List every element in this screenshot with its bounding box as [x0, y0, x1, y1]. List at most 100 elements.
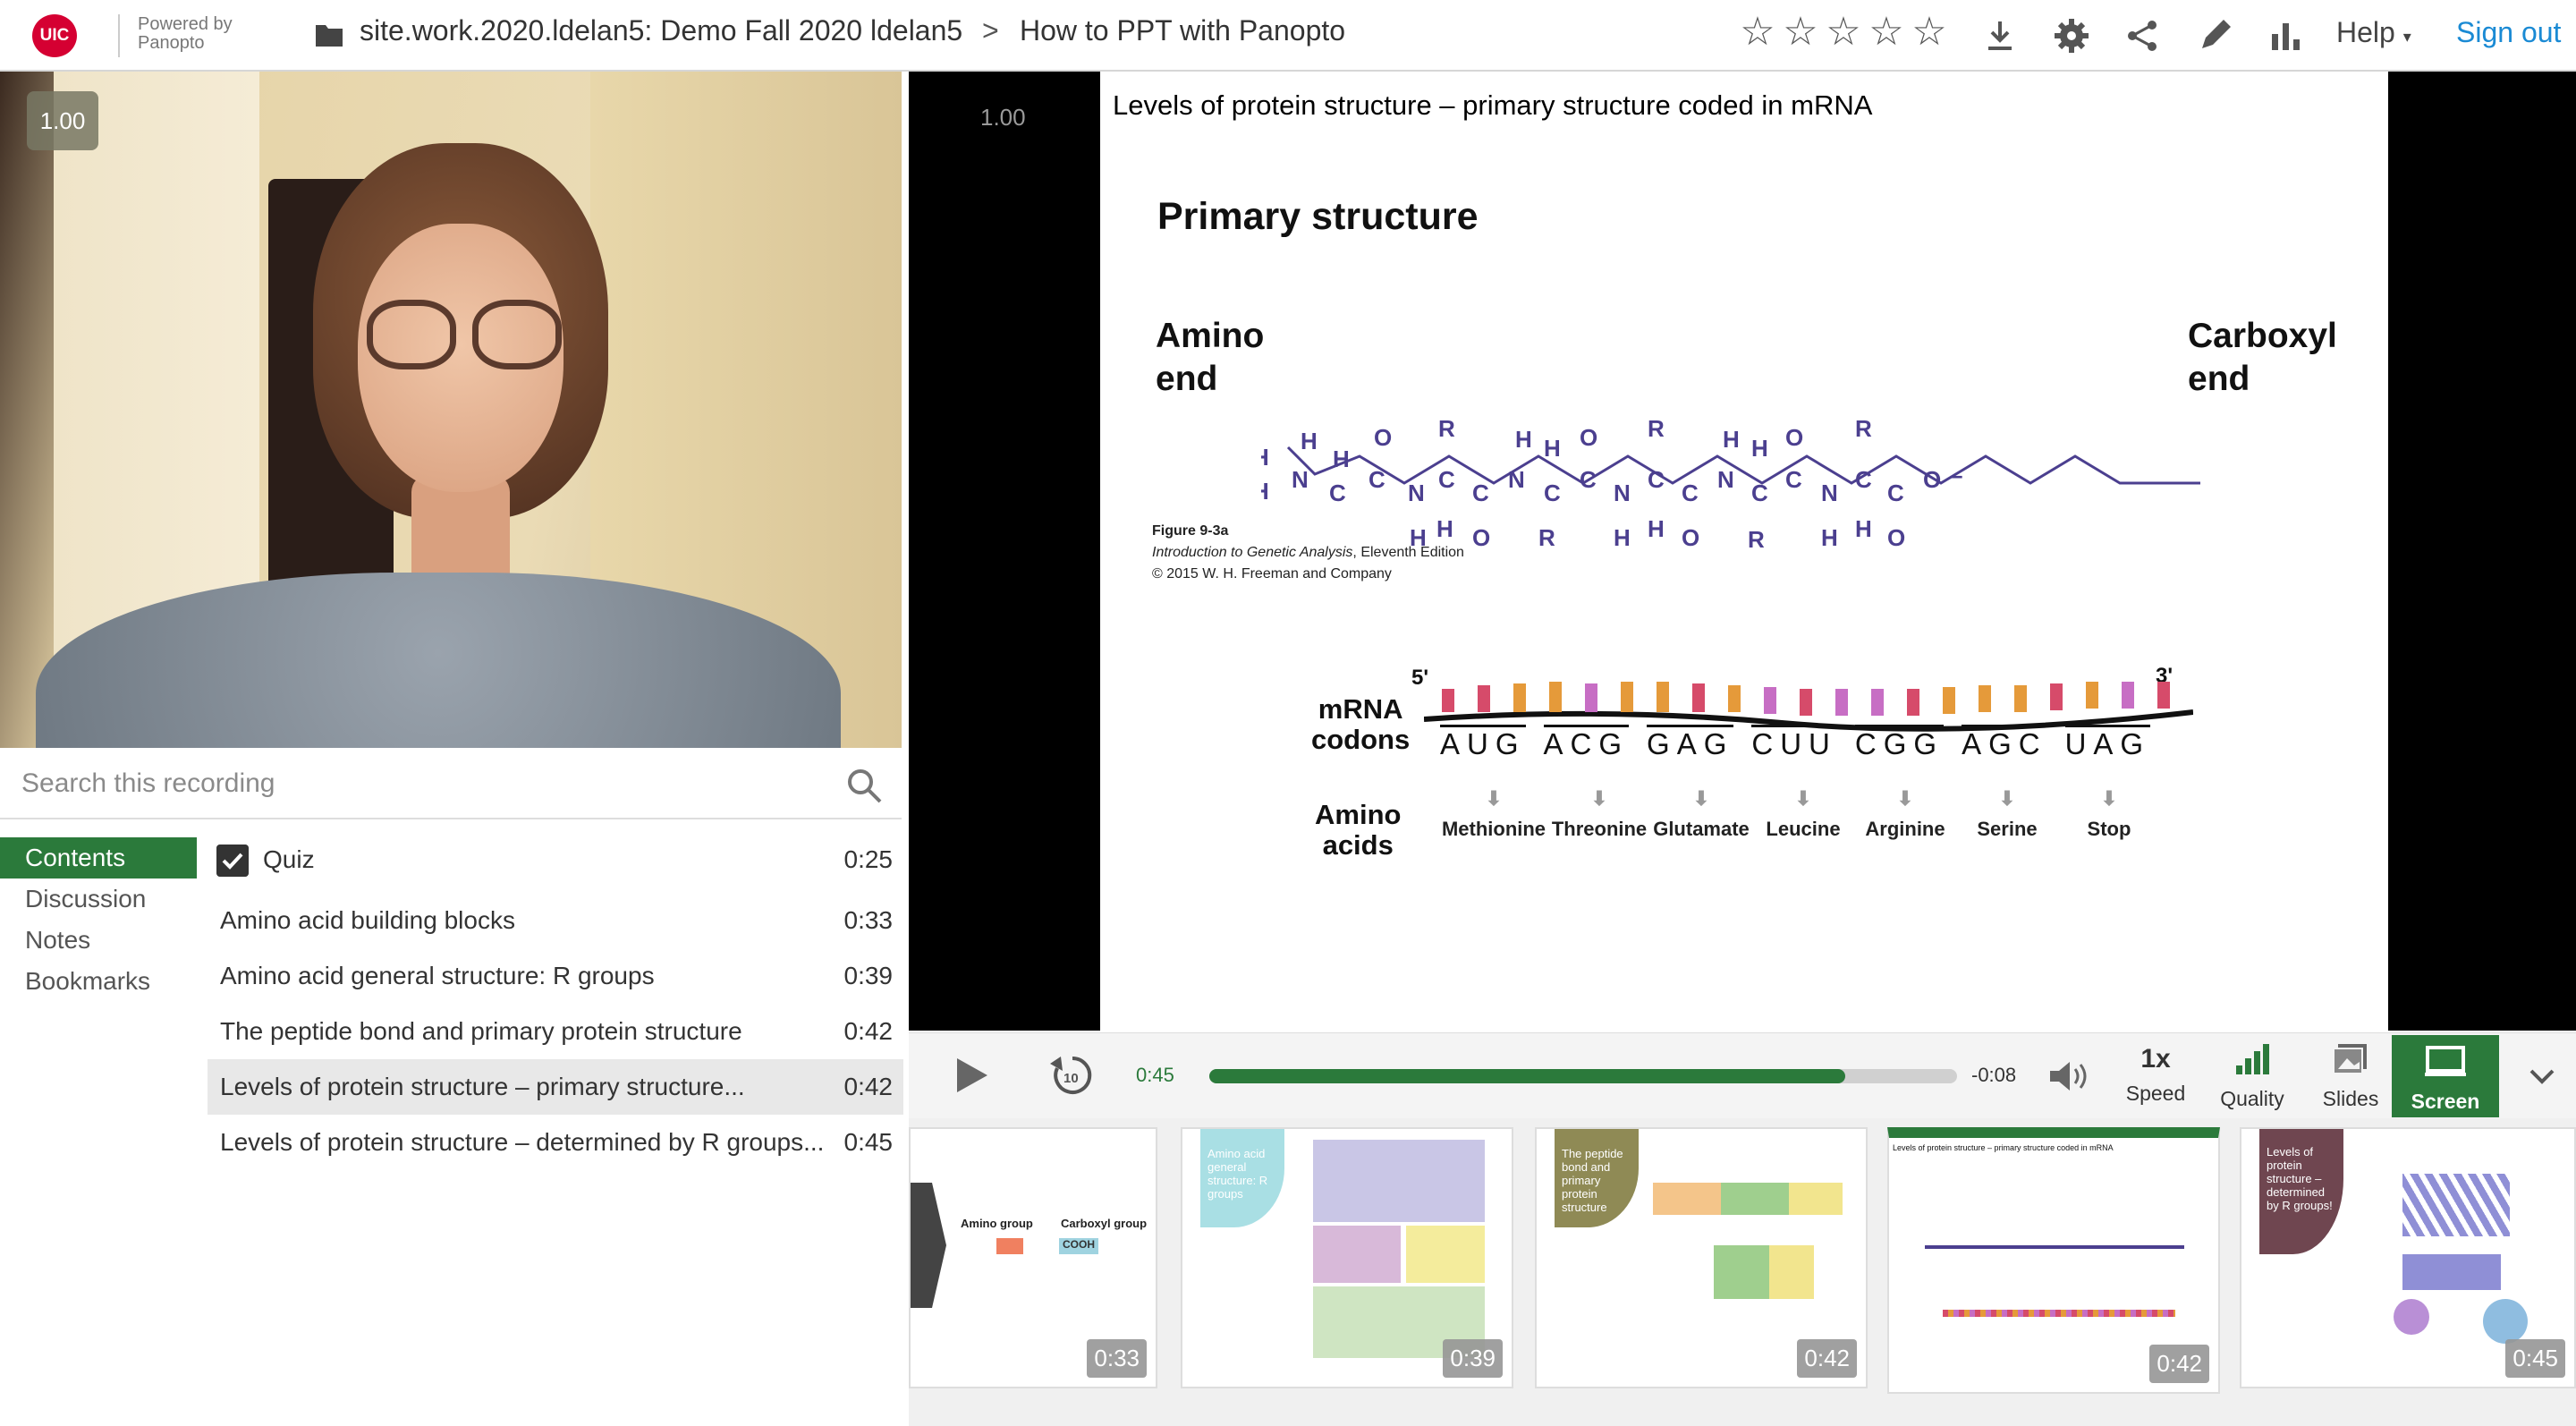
- header-divider: [118, 14, 120, 57]
- search-icon[interactable]: [844, 766, 884, 805]
- svg-text:H: H: [1614, 524, 1631, 551]
- player-controls: 10 0:45 -0:08 1x Speed Quality Slides Sc…: [909, 1032, 2576, 1118]
- chevron-down-icon[interactable]: [2526, 1060, 2558, 1092]
- volume-icon[interactable]: [2046, 1057, 2091, 1096]
- svg-text:H: H: [1544, 435, 1561, 462]
- amino-acid-name: Leucine: [1766, 818, 1841, 840]
- tab-notes[interactable]: Notes: [25, 926, 91, 954]
- gear-icon[interactable]: [2052, 16, 2091, 55]
- toc-item[interactable]: The peptide bond and primary protein str…: [208, 1004, 903, 1059]
- sign-out-link[interactable]: Sign out: [2456, 16, 2562, 48]
- svg-text:H: H: [1855, 515, 1872, 542]
- thumb-panel: [1313, 1140, 1485, 1222]
- powered-by-panopto[interactable]: Powered by Panopto: [138, 15, 233, 53]
- star-2-icon[interactable]: ☆: [1783, 10, 1818, 54]
- amino-acid-name: Threonine: [1551, 818, 1648, 840]
- svg-text:H: H: [1821, 524, 1838, 551]
- codon: AUG: [1440, 725, 1526, 761]
- svg-text:N: N: [1292, 466, 1309, 493]
- down-arrow-icon: ⬇: [2100, 787, 2118, 810]
- thumb-sheet: [2402, 1254, 2501, 1290]
- toc-item[interactable]: Amino acid general structure: R groups 0…: [208, 948, 903, 1004]
- download-icon[interactable]: [1980, 16, 2020, 55]
- figure-book: Introduction to Genetic Analysis: [1152, 545, 1353, 560]
- thumbnail[interactable]: Amino group Carboxyl group COOH 0:33: [909, 1127, 1157, 1388]
- svg-text:O: O: [1580, 424, 1597, 451]
- stats-icon[interactable]: [2267, 16, 2306, 55]
- svg-text:R: R: [1538, 524, 1555, 551]
- thumbnail[interactable]: Amino acid general structure: R groups 0…: [1181, 1127, 1513, 1388]
- thumbnail-selected[interactable]: Levels of protein structure – primary st…: [1887, 1127, 2220, 1394]
- star-4-icon[interactable]: ☆: [1868, 10, 1904, 54]
- tab-contents[interactable]: Contents: [0, 837, 197, 879]
- speed-button[interactable]: 1x Speed: [2113, 1042, 2199, 1106]
- play-icon[interactable]: [952, 1055, 991, 1096]
- polypeptide-chain-diagram: HHN HH CCO NH CR HCO NH CHR CO NH CRH CO…: [1261, 415, 2200, 553]
- svg-text:O: O: [1785, 424, 1803, 451]
- screen-label: Screen: [2411, 1090, 2480, 1113]
- share-icon[interactable]: [2123, 16, 2163, 55]
- star-3-icon[interactable]: ☆: [1826, 10, 1861, 54]
- thumbnail[interactable]: The peptide bond and primary protein str…: [1535, 1127, 1868, 1388]
- help-menu[interactable]: Help ▾: [2336, 16, 2411, 49]
- thumb-time: 0:42: [2149, 1345, 2209, 1383]
- five-prime-label: 5': [1411, 666, 1429, 690]
- toc-item[interactable]: Levels of protein structure – determined…: [208, 1115, 903, 1170]
- rating-stars[interactable]: ☆ ☆ ☆ ☆ ☆: [1739, 13, 1948, 52]
- speed-value: 1x: [2140, 1044, 2171, 1074]
- amino-acid: ⬇ Serine: [1945, 787, 2070, 841]
- slides-icon: [2333, 1044, 2367, 1074]
- screen-button[interactable]: Screen: [2392, 1035, 2499, 1117]
- svg-text:C: C: [1544, 480, 1561, 506]
- amino-label-line1: Amino: [1315, 799, 1402, 830]
- thumb-amino-box: [996, 1238, 1023, 1254]
- monitor-icon: [2425, 1046, 2466, 1076]
- folder-link[interactable]: site.work.2020.ldelan5: Demo Fall 2020 l…: [360, 14, 963, 47]
- tab-discussion[interactable]: Discussion: [25, 885, 147, 912]
- progress-bar[interactable]: [1209, 1069, 1957, 1083]
- tab-bookmarks[interactable]: Bookmarks: [25, 967, 151, 995]
- amino-acid: ⬇ Leucine: [1741, 787, 1866, 841]
- svg-text:N: N: [1717, 466, 1734, 493]
- codon: AGC: [1962, 725, 2047, 761]
- thumb-text: Amino acid general structure: R groups: [1200, 1129, 1284, 1227]
- webcam-speed-badge: 1.00: [27, 91, 98, 150]
- rewind-10-icon[interactable]: 10: [1048, 1051, 1097, 1099]
- breadcrumb-separator: >: [982, 14, 999, 47]
- quality-button[interactable]: Quality: [2209, 1042, 2295, 1111]
- thumb-panel: [1721, 1183, 1789, 1215]
- toc-time: 0:45: [843, 1128, 894, 1156]
- svg-text:C: C: [1438, 466, 1455, 493]
- caret-down-icon: ▾: [2402, 28, 2411, 46]
- codon: GAG: [1647, 725, 1734, 761]
- slides-label: Slides: [2322, 1087, 2379, 1110]
- svg-text:C: C: [1368, 466, 1385, 493]
- amino-acids-label: Amino acids: [1315, 800, 1401, 861]
- codon-row: AUG ACG GAG CUU CGG AGC UAG: [1440, 725, 2151, 761]
- thumb-time: 0:45: [2505, 1339, 2565, 1378]
- uic-logo[interactable]: UIC: [32, 14, 77, 57]
- toc-time: 0:33: [843, 906, 894, 934]
- mrna-codons-label: mRNA codons: [1311, 694, 1410, 755]
- toc-title: Levels of protein structure – primary st…: [220, 1073, 745, 1100]
- webcam-video[interactable]: 1.00: [0, 72, 902, 748]
- svg-text:H: H: [1410, 524, 1427, 551]
- toc-title: Levels of protein structure – determined…: [220, 1128, 825, 1156]
- svg-text:C: C: [1329, 480, 1346, 506]
- edit-icon[interactable]: [2195, 16, 2234, 55]
- thumb-panel: [1714, 1245, 1769, 1299]
- toc-item-quiz[interactable]: Quiz 0:25: [208, 832, 903, 887]
- search-input[interactable]: [21, 762, 826, 805]
- toc-item-selected[interactable]: Levels of protein structure – primary st…: [208, 1059, 903, 1115]
- toc-item[interactable]: Amino acid building blocks 0:33: [208, 893, 903, 948]
- svg-text:C: C: [1855, 466, 1872, 493]
- star-5-icon[interactable]: ☆: [1911, 10, 1947, 54]
- star-1-icon[interactable]: ☆: [1740, 10, 1775, 54]
- thumbnail[interactable]: Levels of protein structure – determined…: [2240, 1127, 2576, 1388]
- thumb-time: 0:42: [1797, 1339, 1857, 1378]
- slides-button[interactable]: Slides: [2308, 1042, 2394, 1111]
- svg-text:O: O: [1887, 524, 1905, 551]
- glasses-right: [472, 300, 562, 369]
- session-title: How to PPT with Panopto: [1020, 14, 1346, 47]
- folder-icon[interactable]: [315, 20, 343, 50]
